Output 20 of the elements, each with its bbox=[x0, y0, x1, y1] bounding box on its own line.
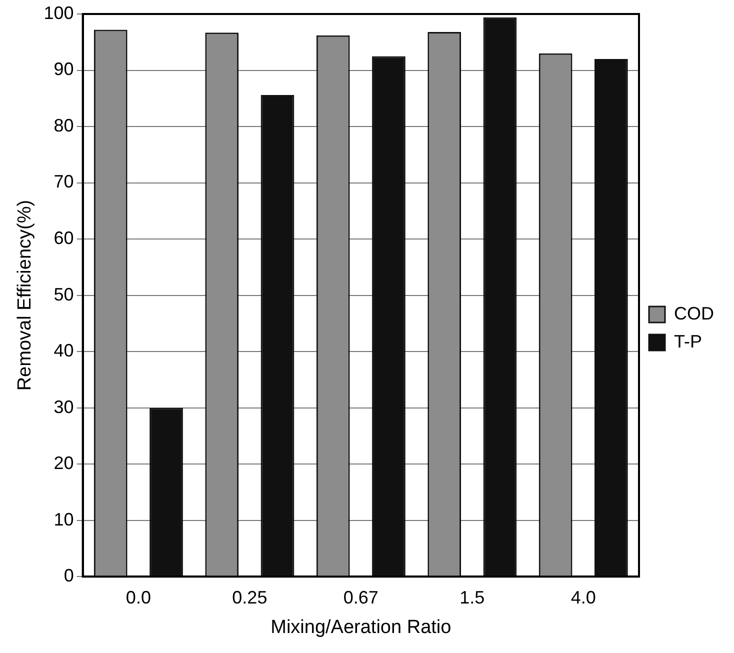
x-tick-label: 0.25 bbox=[232, 587, 268, 608]
y-axis-title: Removal Efficiency(%) bbox=[14, 200, 36, 391]
y-tick-label: 30 bbox=[54, 396, 74, 417]
y-tick-label: 70 bbox=[54, 172, 74, 192]
x-tick-label: 1.5 bbox=[460, 587, 485, 608]
y-tick-label: 100 bbox=[44, 2, 74, 23]
legend-label: COD bbox=[674, 303, 714, 324]
y-tick-label: 10 bbox=[54, 509, 74, 530]
y-tick-label: 20 bbox=[54, 453, 74, 474]
x-axis-title: Mixing/Aeration Ratio bbox=[270, 616, 452, 638]
y-tick-label: 40 bbox=[54, 340, 74, 361]
legend-label: T-P bbox=[674, 331, 702, 352]
x-tick-label: 4.0 bbox=[570, 587, 596, 608]
y-tick-label: 60 bbox=[54, 228, 74, 248]
y-tick-label: 0 bbox=[64, 566, 74, 586]
x-tick-label: 0.67 bbox=[343, 587, 378, 608]
x-tick-label: 0.0 bbox=[126, 587, 151, 608]
y-tick-label: 90 bbox=[54, 59, 74, 80]
y-tick-label: 80 bbox=[54, 115, 74, 136]
y-tick-label: 50 bbox=[54, 284, 74, 304]
